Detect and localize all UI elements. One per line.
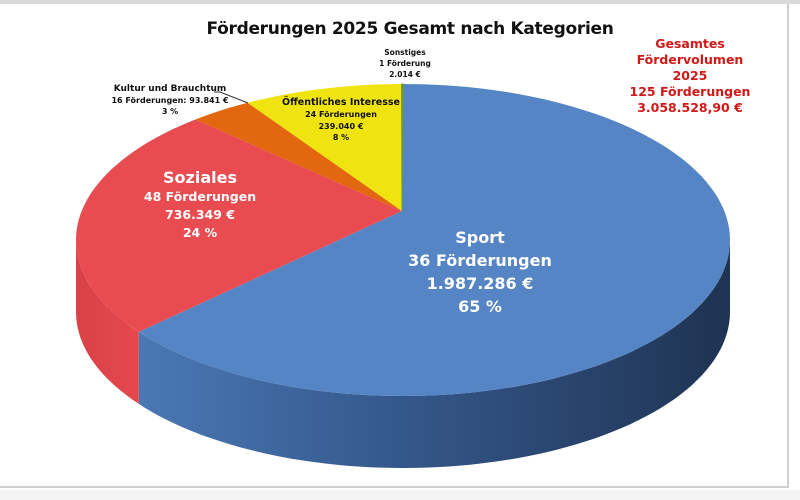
label-oeffentlich-count: 24 Förderungen <box>305 110 377 119</box>
total-line-3: 125 Förderungen <box>629 84 751 99</box>
total-line-4: 3.058.528,90 € <box>637 100 743 115</box>
label-sport-name: Sport <box>455 228 505 247</box>
pie-slice-oeffentlich <box>247 84 402 211</box>
kultur-leader-line <box>214 91 249 104</box>
label-soziales-name: Soziales <box>163 168 237 187</box>
label-soziales-percent: 24 % <box>182 225 218 240</box>
label-kultur-name: Kultur und Brauchtum <box>113 84 227 94</box>
data-label-sonstiges: Sonstiges 1 Förderung 2.014 € <box>360 47 450 80</box>
label-oeffentlich-percent: 8 % <box>332 133 350 142</box>
label-sport-count: 36 Förderungen <box>408 251 552 270</box>
pie-side-sport <box>138 240 731 468</box>
pie-slice-soziales <box>76 119 402 332</box>
top-border <box>0 0 800 4</box>
label-soziales-count: 48 Förderungen <box>143 189 257 204</box>
pie-side-soziales <box>76 240 139 404</box>
label-sport-percent: 65 % <box>458 297 502 316</box>
label-sonstiges-amount: 2.014 € <box>389 70 421 79</box>
bottom-strip <box>0 490 800 500</box>
total-line-1: Gesamtes Fördervolumen <box>636 36 744 67</box>
label-oeffentlich-name: Öffentliches Interesse <box>282 97 400 108</box>
label-soziales-amount: 736.349 € <box>165 207 235 222</box>
label-sport-amount: 1.987.286 € <box>426 274 534 293</box>
label-sonstiges-name: Sonstiges <box>384 48 426 57</box>
pie-slice-kultur <box>195 102 402 211</box>
data-label-oeffentlich: Öffentliches Interesse 24 Förderungen 23… <box>280 96 402 144</box>
data-label-kultur: Kultur und Brauchtum 16 Förderungen: 93.… <box>100 84 240 117</box>
label-kultur-count: 16 Förderungen: 93.841 € <box>111 96 229 105</box>
pie-slice-sport <box>138 84 731 396</box>
pie-slice-sonstiges <box>401 83 404 212</box>
chart-title: Förderungen 2025 Gesamt nach Kategorien <box>206 19 614 39</box>
total-line-2: 2025 <box>672 68 708 83</box>
label-sonstiges-count: 1 Förderung <box>379 59 431 68</box>
label-oeffentlich-amount: 239.040 € <box>318 121 364 131</box>
data-label-sport: Sport 36 Förderungen 1.987.286 € 65 % <box>390 226 570 318</box>
total-summary: Gesamtes Fördervolumen 2025 125 Förderun… <box>600 36 780 116</box>
label-kultur-percent: 3 % <box>161 107 179 116</box>
data-label-soziales: Soziales 48 Förderungen 736.349 € 24 % <box>110 168 290 242</box>
